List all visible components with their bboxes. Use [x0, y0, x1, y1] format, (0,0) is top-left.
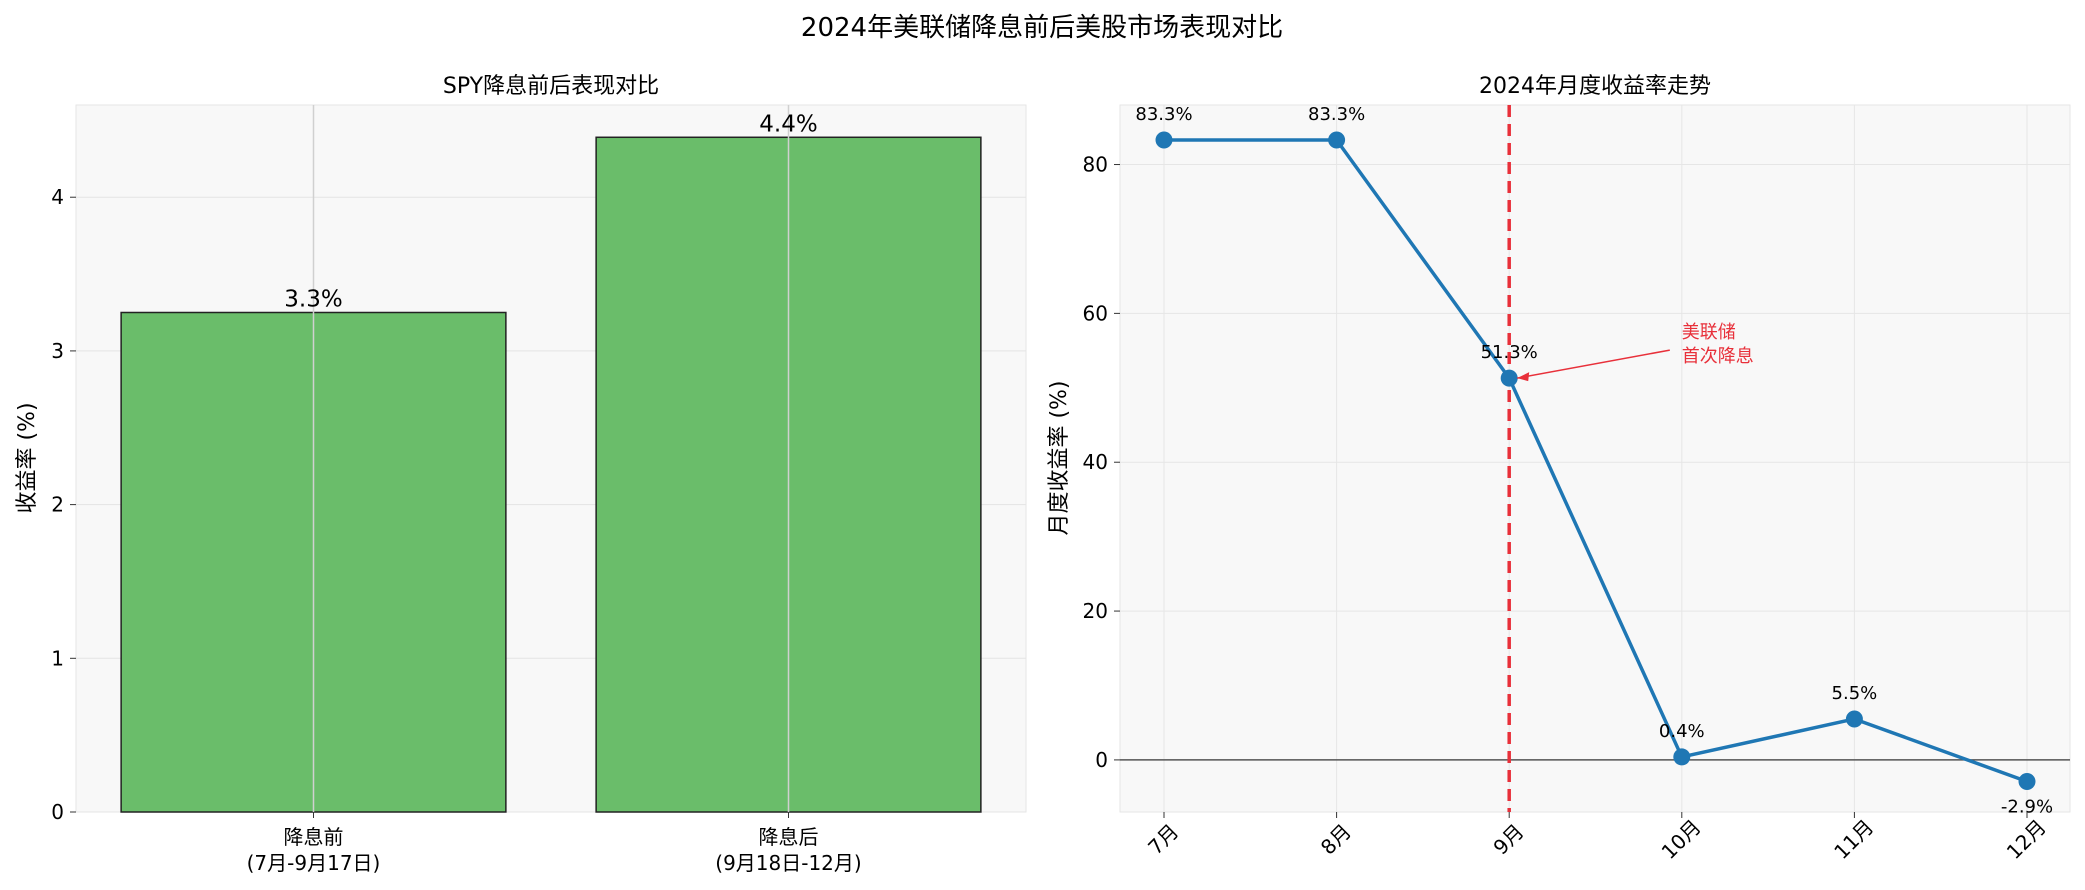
- x-tick-label: 降息前(7月-9月17日): [247, 825, 381, 875]
- y-axis-label: 收益率 (%): [15, 402, 40, 513]
- data-label: 83.3%: [1135, 104, 1192, 125]
- data-point: [1500, 369, 1518, 387]
- annotation-arrow: [1517, 349, 1670, 379]
- y-tick-label: 2: [51, 493, 64, 517]
- x-tick-label: 7月: [1143, 819, 1183, 859]
- data-point: [2018, 772, 2036, 790]
- chart-title: 2024年月度收益率走势: [1479, 74, 1711, 99]
- y-tick-label: 40: [1083, 450, 1108, 474]
- x-tick-label: 10月: [1657, 815, 1706, 864]
- annotation-arrowhead: [1517, 372, 1530, 382]
- bar-chart: SPY降息前后表现对比 收益率 (%) 3.3% 4.4% 0 1 2 3 4 降息前(7月…: [15, 74, 1027, 875]
- y-tick-label: 3: [51, 339, 64, 363]
- x-tick-label: 8月: [1316, 819, 1356, 859]
- x-tick-label: 降息后(9月18日-12月): [715, 825, 861, 875]
- data-point: [1673, 748, 1691, 766]
- y-tick-label: 60: [1083, 301, 1108, 325]
- data-label: 51.3%: [1481, 342, 1538, 363]
- data-point: [1328, 131, 1346, 149]
- y-tick-label: 0: [1095, 748, 1108, 772]
- data-label: -2.9%: [2001, 796, 2053, 817]
- y-axis-label: 月度收益率 (%): [1047, 380, 1072, 535]
- data-label: 83.3%: [1308, 104, 1365, 125]
- chart-title: SPY降息前后表现对比: [443, 74, 659, 99]
- data-label: 3.3%: [284, 286, 342, 312]
- y-tick-label: 1: [51, 646, 64, 670]
- data-point: [1155, 131, 1173, 149]
- plot-area: [1119, 104, 2071, 813]
- annotation-text: 美联储首次降息: [1682, 322, 1754, 367]
- figure-title: 2024年美联储降息前后美股市场表现对比: [801, 13, 1283, 43]
- line-chart: 2024年月度收益率走势 月度收益率 (%) 83.3% 83.3% 51.3% 0.…: [1047, 74, 2071, 864]
- x-tick-label: 9月: [1488, 819, 1528, 859]
- series-line: [1164, 138, 2028, 784]
- y-tick-label: 4: [51, 185, 64, 209]
- y-tick-label: 20: [1083, 599, 1108, 623]
- data-label: 4.4%: [759, 111, 817, 137]
- data-label: 0.4%: [1659, 721, 1705, 742]
- y-tick-label: 0: [51, 800, 64, 824]
- x-tick-label: 11月: [1829, 815, 1878, 864]
- data-label: 5.5%: [1832, 683, 1878, 704]
- y-tick-label: 80: [1083, 153, 1108, 177]
- data-point: [1845, 710, 1863, 728]
- x-tick-label: 12月: [2002, 815, 2051, 864]
